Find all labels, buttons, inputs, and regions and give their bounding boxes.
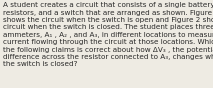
Text: A student creates a circuit that consists of a single battery, three
resistors, : A student creates a circuit that consist… [3,2,213,67]
